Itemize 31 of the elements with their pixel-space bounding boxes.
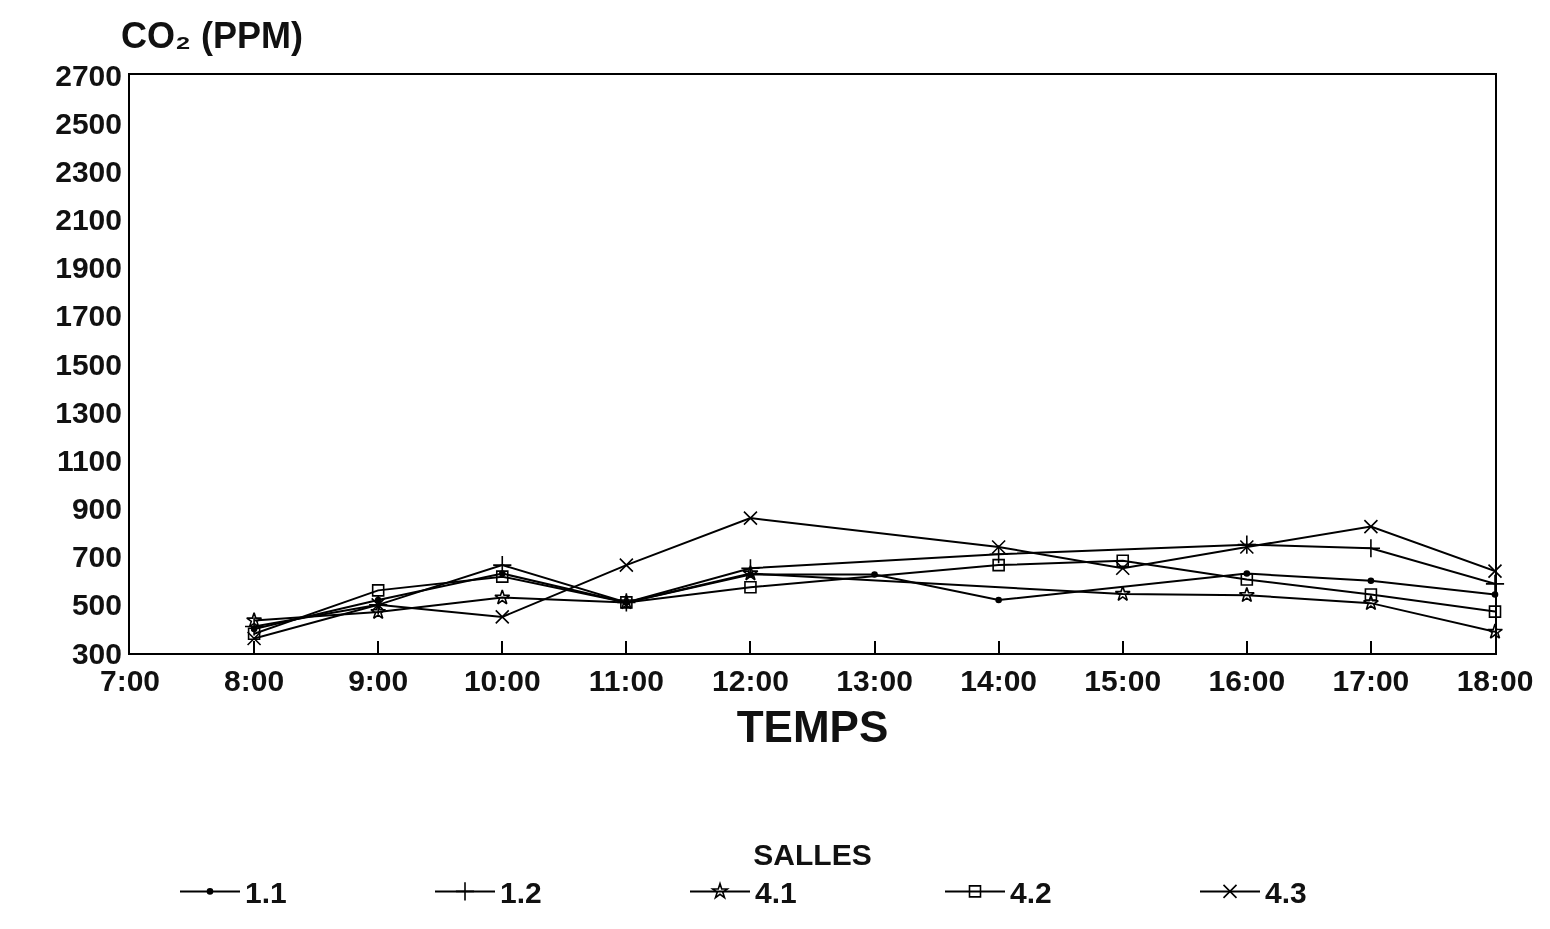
x-tick-label: 11:00: [588, 664, 664, 697]
y-tick-label: 1500: [55, 347, 122, 381]
x-tick-label: 8:00: [224, 664, 285, 697]
x-tick-label: 12:00: [712, 664, 789, 697]
y-tick-label: 900: [71, 492, 122, 525]
x-tick-label: 15:00: [1084, 664, 1162, 697]
legend-label: 4.3: [1265, 876, 1307, 910]
x-tick-label: 18:00: [1456, 664, 1534, 697]
y-tick-label: 2100: [55, 203, 122, 236]
legend-label: 1.2: [500, 876, 542, 910]
chart-title: CO₂ (PPM): [120, 15, 303, 57]
x-tick-label: 9:00: [348, 664, 409, 697]
x-tick-label: 16:00: [1208, 664, 1286, 697]
y-tick-label: 2700: [55, 58, 122, 92]
x-tick-label: 17:00: [1332, 664, 1410, 697]
x-tick-label: 13:00: [836, 664, 913, 697]
y-tick-label: 2300: [55, 154, 122, 188]
y-tick-label: 1100: [56, 443, 122, 477]
x-tick-label: 14:00: [960, 664, 1038, 697]
legend-label: 4.1: [755, 876, 797, 910]
x-tick-label: 10:00: [463, 664, 541, 697]
legend-label: 1.1: [245, 876, 287, 910]
legend-title: SALLES: [753, 838, 872, 872]
y-tick-label: 1700: [55, 299, 122, 333]
y-tick-label: 700: [71, 540, 122, 574]
legend-label: 4.2: [1010, 876, 1052, 910]
x-axis-title: TEMPS: [736, 701, 889, 751]
y-tick-label: 1300: [55, 395, 122, 429]
y-tick-label: 1900: [55, 251, 122, 285]
y-tick-label: 500: [71, 588, 122, 622]
y-tick-label: 2500: [55, 106, 122, 140]
